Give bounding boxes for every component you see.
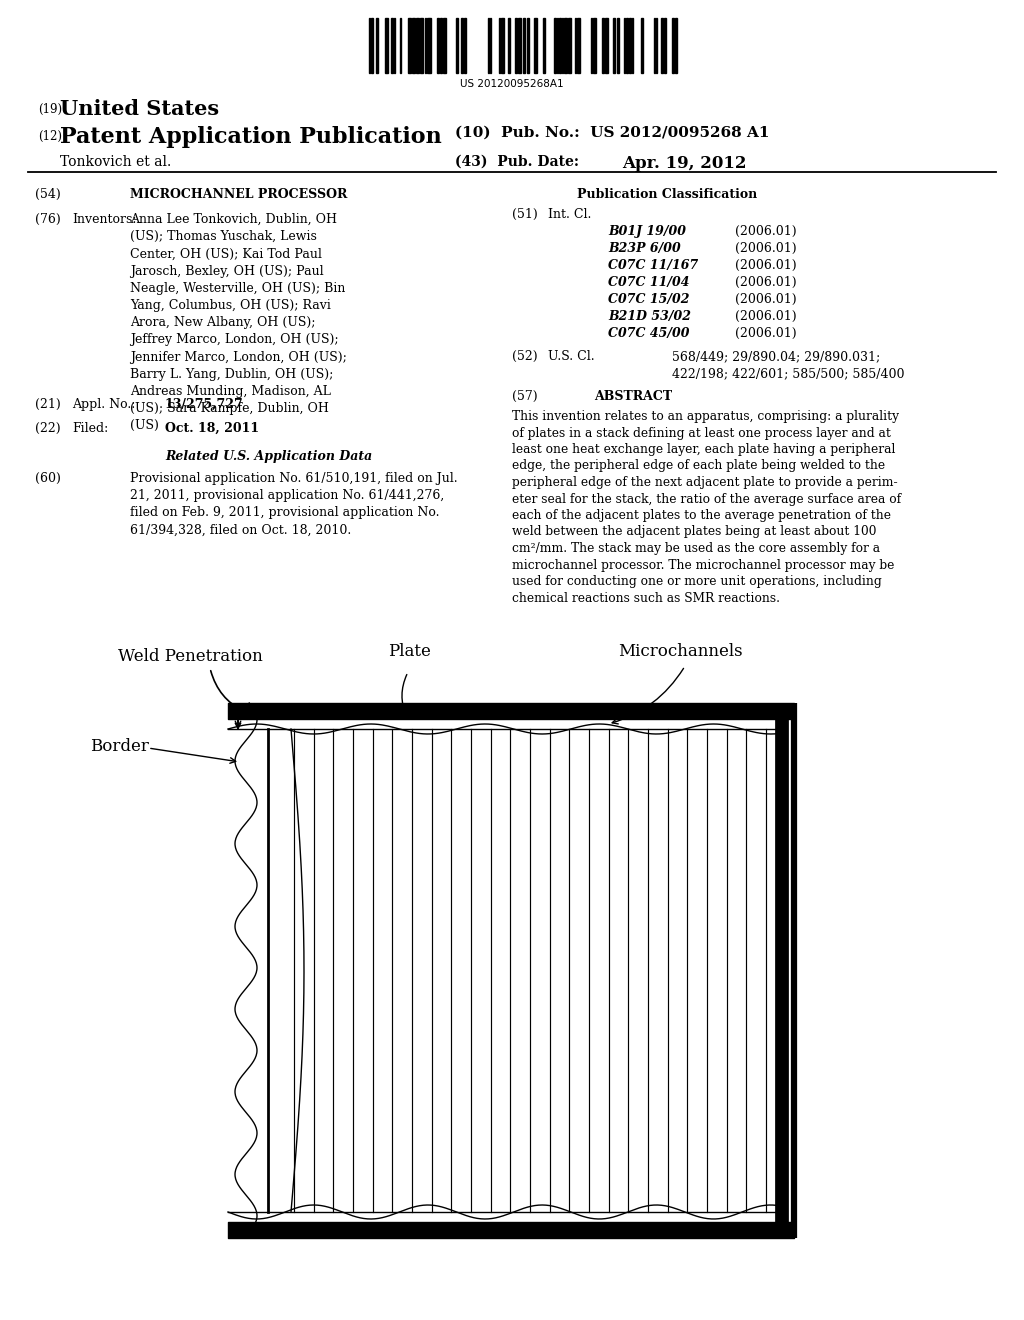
Bar [605, 18, 607, 73]
Text: C07C 11/04: C07C 11/04 [608, 276, 689, 289]
Bar [561, 18, 563, 73]
Bar [464, 18, 466, 73]
Text: B23P 6/00: B23P 6/00 [608, 242, 681, 255]
Text: Border: Border [90, 738, 148, 755]
Text: Patent Application Publication: Patent Application Publication [60, 125, 441, 148]
Text: (57): (57) [512, 389, 538, 403]
Text: C07C 45/00: C07C 45/00 [608, 327, 689, 341]
Bar [408, 18, 411, 73]
Bar [522, 18, 525, 73]
Text: (21): (21) [35, 399, 60, 411]
Bar [660, 18, 663, 73]
Bar [456, 18, 458, 73]
Bar [416, 18, 419, 73]
Text: Related U.S. Application Data: Related U.S. Application Data [165, 450, 373, 463]
Text: (2006.01): (2006.01) [735, 293, 797, 306]
Bar [616, 18, 618, 73]
Text: 13/275,727: 13/275,727 [165, 399, 244, 411]
Text: US 20120095268A1: US 20120095268A1 [460, 79, 564, 88]
Text: ABSTRACT: ABSTRACT [594, 389, 672, 403]
Text: 568/449; 29/890.04; 29/890.031;
422/198; 422/601; 585/500; 585/400: 568/449; 29/890.04; 29/890.031; 422/198;… [672, 350, 904, 380]
Bar [436, 18, 439, 73]
Text: Plate: Plate [388, 643, 431, 660]
Bar [393, 18, 395, 73]
Text: B21D 53/02: B21D 53/02 [608, 310, 691, 323]
Bar [593, 18, 596, 73]
Bar [526, 18, 529, 73]
Bar [508, 18, 510, 73]
Bar [425, 18, 426, 73]
Text: (2006.01): (2006.01) [735, 310, 797, 323]
Bar [369, 18, 370, 73]
Text: (12): (12) [38, 129, 62, 143]
Bar [376, 18, 378, 73]
Text: MICROCHANNEL PROCESSOR: MICROCHANNEL PROCESSOR [130, 187, 347, 201]
Bar [626, 18, 628, 73]
Bar [629, 18, 631, 73]
Bar [518, 18, 521, 73]
Text: Apr. 19, 2012: Apr. 19, 2012 [622, 154, 746, 172]
Bar [564, 18, 566, 73]
Bar [534, 18, 537, 73]
Bar [641, 18, 642, 73]
Text: U.S. Cl.: U.S. Cl. [548, 350, 595, 363]
Text: (43)  Pub. Date:: (43) Pub. Date: [455, 154, 579, 169]
Bar [443, 18, 445, 73]
Text: Anna Lee Tonkovich, Dublin, OH
(US); Thomas Yuschak, Lewis
Center, OH (US); Kai : Anna Lee Tonkovich, Dublin, OH (US); Tho… [130, 213, 347, 433]
Bar [675, 18, 677, 73]
Text: Tonkovich et al.: Tonkovich et al. [60, 154, 171, 169]
Text: Provisional application No. 61/510,191, filed on Jul.
21, 2011, provisional appl: Provisional application No. 61/510,191, … [130, 473, 458, 537]
Bar [371, 18, 373, 73]
Bar [427, 18, 428, 73]
Bar [385, 18, 388, 73]
Text: Publication Classification: Publication Classification [577, 187, 758, 201]
Text: (19): (19) [38, 103, 62, 116]
Text: (54): (54) [35, 187, 60, 201]
Bar [664, 18, 666, 73]
Text: (51): (51) [512, 209, 538, 220]
Text: (76): (76) [35, 213, 60, 226]
Text: Int. Cl.: Int. Cl. [548, 209, 592, 220]
Bar [554, 18, 555, 73]
Text: (10)  Pub. No.:  US 2012/0095268 A1: (10) Pub. No.: US 2012/0095268 A1 [455, 125, 769, 140]
Text: (60): (60) [35, 473, 60, 484]
Text: B01J 19/00: B01J 19/00 [608, 224, 686, 238]
Bar [556, 18, 558, 73]
Text: (2006.01): (2006.01) [735, 276, 797, 289]
Text: (2006.01): (2006.01) [735, 224, 797, 238]
Bar [515, 18, 516, 73]
Text: (2006.01): (2006.01) [735, 242, 797, 255]
Bar [601, 18, 603, 73]
Text: United States: United States [60, 99, 219, 119]
Bar [420, 18, 423, 73]
Text: (52): (52) [512, 350, 538, 363]
Bar [412, 18, 415, 73]
Text: (2006.01): (2006.01) [735, 259, 797, 272]
Text: Filed:: Filed: [72, 422, 109, 436]
Bar [461, 18, 463, 73]
Bar [612, 18, 615, 73]
Bar [440, 18, 441, 73]
Bar [568, 18, 571, 73]
Text: Inventors:: Inventors: [72, 213, 136, 226]
Bar [429, 18, 430, 73]
Text: Microchannels: Microchannels [618, 643, 742, 660]
Text: (2006.01): (2006.01) [735, 327, 797, 341]
Text: Appl. No.:: Appl. No.: [72, 399, 135, 411]
Bar [543, 18, 545, 73]
Bar [672, 18, 674, 73]
Text: (22): (22) [35, 422, 60, 436]
Text: C07C 11/167: C07C 11/167 [608, 259, 698, 272]
Bar [624, 18, 625, 73]
Bar [577, 18, 580, 73]
Text: This invention relates to an apparatus, comprising: a plurality
of plates in a s: This invention relates to an apparatus, … [512, 411, 901, 605]
Text: Weld Penetration: Weld Penetration [118, 648, 263, 665]
Bar [501, 18, 504, 73]
Text: Oct. 18, 2011: Oct. 18, 2011 [165, 422, 259, 436]
Text: C07C 15/02: C07C 15/02 [608, 293, 689, 306]
Bar [390, 18, 393, 73]
Bar [559, 18, 561, 73]
